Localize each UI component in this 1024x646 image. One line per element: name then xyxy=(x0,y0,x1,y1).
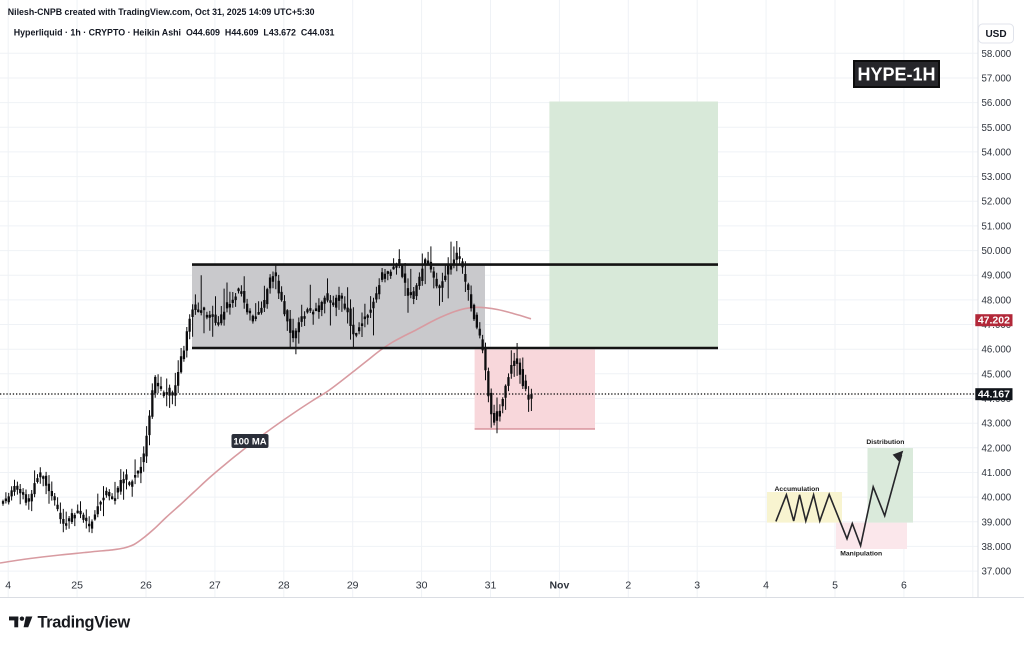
svg-text:38.000: 38.000 xyxy=(982,542,1012,553)
svg-text:4: 4 xyxy=(5,580,11,592)
svg-text:Hyperliquid · 1h · CRYPTO · He: Hyperliquid · 1h · CRYPTO · Heikin Ashi … xyxy=(14,28,335,38)
svg-text:40.000: 40.000 xyxy=(982,493,1012,504)
svg-text:48.000: 48.000 xyxy=(982,295,1012,306)
svg-text:31: 31 xyxy=(485,580,497,592)
svg-text:49.000: 49.000 xyxy=(982,271,1012,282)
svg-text:41.000: 41.000 xyxy=(982,468,1012,479)
svg-text:46.000: 46.000 xyxy=(982,345,1012,356)
svg-text:2: 2 xyxy=(625,580,631,592)
svg-text:47.202: 47.202 xyxy=(978,315,1010,327)
svg-text:27: 27 xyxy=(209,580,221,592)
svg-text:Nilesh-CNPB created with Tradi: Nilesh-CNPB created with TradingView.com… xyxy=(8,7,315,17)
svg-text:30: 30 xyxy=(416,580,428,592)
svg-text:42.000: 42.000 xyxy=(982,443,1012,454)
svg-text:5: 5 xyxy=(832,580,838,592)
svg-text:39.000: 39.000 xyxy=(982,517,1012,528)
svg-text:54.000: 54.000 xyxy=(982,147,1012,158)
svg-text:43.000: 43.000 xyxy=(982,419,1012,430)
svg-text:USD: USD xyxy=(985,29,1006,40)
svg-text:25: 25 xyxy=(71,580,83,592)
svg-text:44.167: 44.167 xyxy=(978,389,1010,401)
svg-text:HYPE-1H: HYPE-1H xyxy=(857,65,935,85)
svg-text:57.000: 57.000 xyxy=(982,74,1012,85)
svg-text:Accumulation: Accumulation xyxy=(775,486,820,493)
svg-text:37.000: 37.000 xyxy=(982,567,1012,578)
svg-text:6: 6 xyxy=(901,580,907,592)
svg-text:Nov: Nov xyxy=(549,580,569,592)
svg-text:56.000: 56.000 xyxy=(982,98,1012,109)
svg-text:51.000: 51.000 xyxy=(982,221,1012,232)
svg-text:58.000: 58.000 xyxy=(982,49,1012,60)
svg-text:29: 29 xyxy=(347,580,359,592)
svg-text:26: 26 xyxy=(140,580,152,592)
svg-text:4: 4 xyxy=(763,580,769,592)
svg-text:3: 3 xyxy=(694,580,700,592)
svg-text:100 MA: 100 MA xyxy=(233,436,266,447)
svg-text:52.000: 52.000 xyxy=(982,197,1012,208)
svg-text:Distribution: Distribution xyxy=(866,439,904,446)
svg-text:45.000: 45.000 xyxy=(982,369,1012,380)
svg-text:55.000: 55.000 xyxy=(982,123,1012,134)
svg-text:28: 28 xyxy=(278,580,290,592)
svg-text:53.000: 53.000 xyxy=(982,172,1012,183)
svg-text:Manipulation: Manipulation xyxy=(840,551,882,558)
svg-text:TradingView: TradingView xyxy=(38,614,131,632)
svg-text:50.000: 50.000 xyxy=(982,246,1012,257)
